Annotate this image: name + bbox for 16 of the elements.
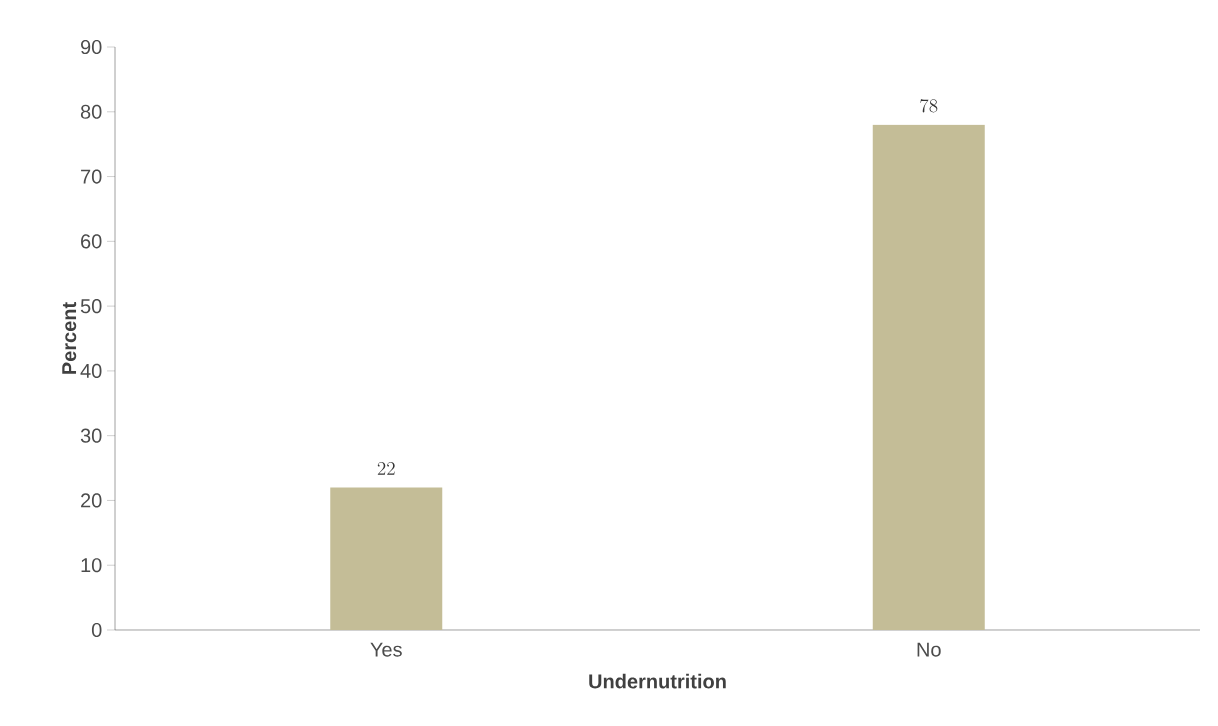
y-axis-title: Percent — [62, 302, 77, 374]
x-tick-label: No — [917, 642, 941, 657]
x-axis-title: Undernutrition — [589, 673, 726, 689]
data-label: 78 — [920, 99, 938, 113]
y-tick-label: 60 — [81, 234, 102, 249]
data-label: 22 — [377, 462, 395, 475]
y-tick-label: 70 — [81, 169, 102, 184]
y-tick-label: 40 — [80, 363, 102, 378]
y-tick-label: 10 — [81, 558, 102, 573]
y-tick-label: 0 — [91, 622, 102, 638]
y-tick-label: 90 — [80, 39, 102, 55]
y-tick-label: 30 — [80, 428, 102, 443]
y-tick-label: 50 — [80, 299, 102, 314]
y-tick-label: 80 — [80, 104, 102, 119]
y-tick-label: 20 — [81, 493, 102, 508]
x-tick-label: Yes — [370, 642, 402, 657]
